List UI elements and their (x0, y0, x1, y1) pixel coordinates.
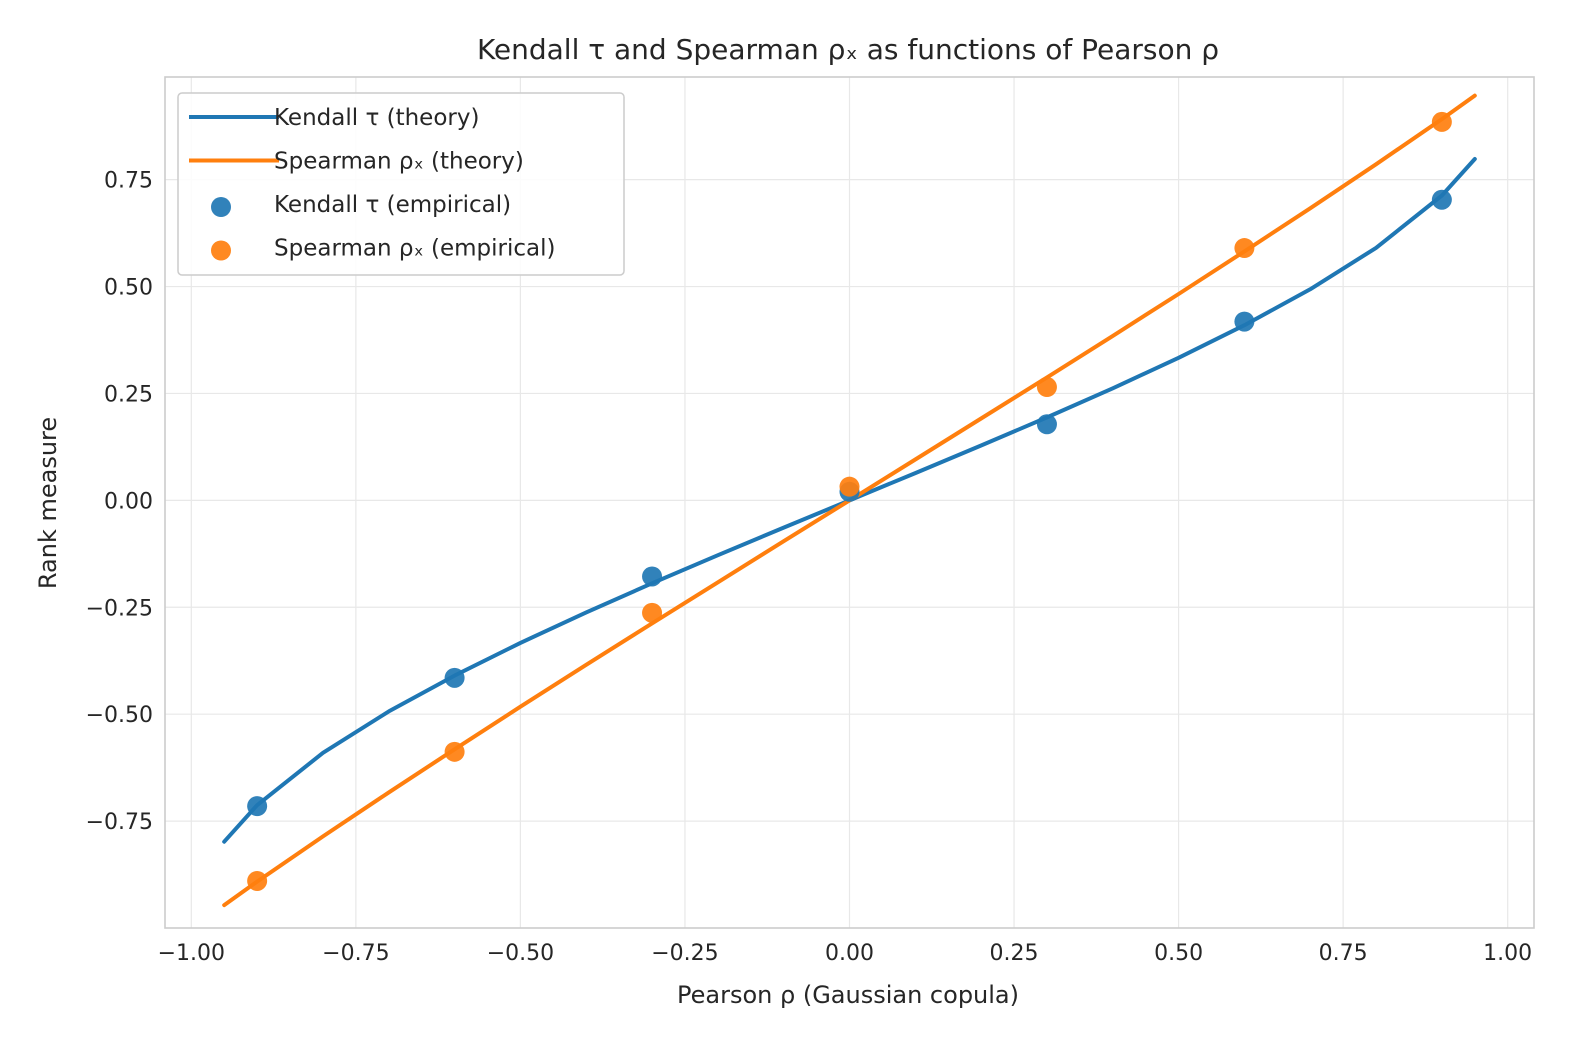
scatter-point (839, 476, 860, 497)
x-ticks: −1.00 −0.75 −0.50 −0.25 0.00 0.25 0.50 0.75 1.00 (158, 941, 1533, 966)
legend-entry-label: Kendall τ (empirical) (274, 192, 511, 218)
x-tick-label: −0.50 (487, 941, 554, 966)
scatter-point (1431, 189, 1452, 210)
series-layer (222, 93, 1477, 908)
y-tick-label: −0.50 (86, 703, 153, 728)
plot-frame (164, 76, 1535, 929)
x-tick-label: −0.25 (651, 941, 718, 966)
scatter-point (247, 870, 268, 891)
legend-frame (177, 92, 625, 276)
x-tick-label: 0.00 (825, 941, 874, 966)
y-tick-label: 0.25 (104, 382, 153, 407)
scatter-point (1036, 377, 1057, 398)
y-tick-label: −0.25 (86, 596, 153, 621)
y-tick-label: −0.75 (86, 810, 153, 835)
legend-marker-handle (211, 197, 231, 217)
scatter-point (1234, 238, 1255, 259)
legend: Kendall τ (theory) Spearman ρₓ (theory) Ke… (177, 92, 625, 276)
x-tick-label: 1.00 (1483, 941, 1532, 966)
y-axis-label: Rank measure (34, 417, 62, 589)
y-tick-label: 0.75 (104, 169, 153, 194)
scatter-point (1234, 311, 1255, 332)
scatter-point (642, 602, 663, 623)
scatter-point (642, 566, 663, 587)
y-tick-label: 0.00 (104, 489, 153, 514)
legend-entry-label: Kendall τ (theory) (274, 105, 479, 131)
scatter-point (1431, 111, 1452, 132)
chart-title: Kendall τ and Spearman ρₓ as functions o… (477, 33, 1219, 66)
scatter-point (247, 796, 268, 817)
x-tick-label: −1.00 (158, 941, 225, 966)
scatter-point (444, 667, 465, 688)
x-tick-label: −0.75 (322, 941, 389, 966)
x-tick-label: 0.25 (990, 941, 1039, 966)
x-axis-label: Pearson ρ (Gaussian copula) (677, 981, 1019, 1009)
legend-marker-handle (211, 240, 231, 261)
scatter-point (444, 741, 465, 762)
legend-entry-label: Spearman ρₓ (theory) (274, 149, 524, 175)
legend-entry-label: Spearman ρₓ (empirical) (274, 236, 555, 262)
y-tick-label: 0.50 (104, 276, 153, 301)
x-tick-label: 0.75 (1319, 941, 1368, 966)
x-tick-label: 0.50 (1154, 941, 1203, 966)
scatter-point (1036, 414, 1057, 435)
y-ticks: −0.75 −0.50 −0.25 0.00 0.25 0.50 0.75 (86, 169, 153, 835)
